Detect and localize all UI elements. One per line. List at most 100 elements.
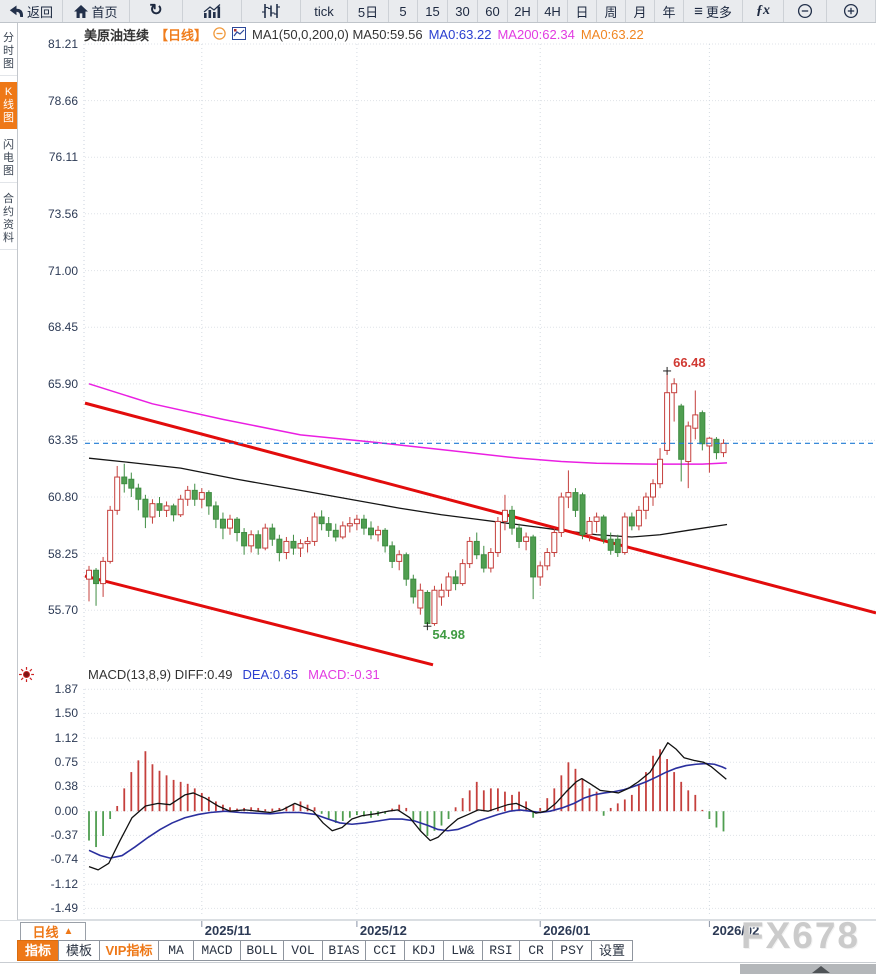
scrollbar-thumb[interactable] (740, 964, 876, 974)
candle-body (205, 492, 212, 507)
interval-month-button-label: 月 (633, 4, 647, 20)
macd-axis-label: 1.50 (54, 706, 78, 721)
candle-body (586, 520, 593, 536)
home-button[interactable]: 首页 (63, 0, 130, 22)
candle-body (346, 523, 353, 527)
interval-tick-button-label: tick (314, 3, 334, 19)
interval-5-button-label: 5 (399, 3, 407, 19)
interval-year-button[interactable]: 年 (655, 0, 684, 22)
tab-cci[interactable]: CCI (365, 940, 405, 961)
tab-macd[interactable]: MACD (193, 940, 241, 961)
tab-boll[interactable]: BOLL (240, 940, 284, 961)
interval-day-button-label: 日 (575, 4, 589, 20)
candle-body (248, 534, 255, 547)
sidebar-tab-kline-chart[interactable]: K线图 (0, 82, 17, 129)
candle-body (614, 538, 621, 554)
tab-bias[interactable]: BIAS (322, 940, 366, 961)
candle-body (304, 540, 311, 545)
tab-settings[interactable]: 设置 (591, 940, 633, 961)
sidebar-tab-lightning-chart[interactable]: 闪电图 (0, 135, 17, 183)
macd-dea-value: DEA:0.65 (242, 667, 299, 682)
ma-settings-icon[interactable] (232, 26, 247, 43)
interval-5d-button[interactable]: 5日 (348, 0, 389, 22)
interval-15-button[interactable]: 15 (418, 0, 448, 22)
price-axis-label: 60.80 (47, 490, 78, 505)
bar-chart-button[interactable] (183, 0, 242, 22)
scroll-arrow-icon[interactable] (812, 966, 830, 973)
x-axis-date-label: 2026/02 (712, 923, 760, 938)
zoom-out-button[interactable] (784, 0, 827, 22)
ma200-line (88, 383, 728, 465)
candle-body (93, 569, 100, 585)
interval-2h-button[interactable]: 2H (508, 0, 538, 22)
candle-body (424, 591, 431, 625)
tab-ma[interactable]: MA (158, 940, 194, 961)
interval-30-button[interactable]: 30 (448, 0, 478, 22)
x-axis-date-label: 2026/01 (543, 923, 591, 938)
fx-button[interactable]: ƒx (743, 0, 784, 22)
high-annotation: 66.48 (673, 355, 706, 370)
tab-rsi[interactable]: RSI (482, 940, 520, 961)
tab-template[interactable]: 模板 (58, 940, 100, 961)
sidebar-tab-contract-info[interactable]: 合约资料 (0, 189, 17, 250)
tab-kdj[interactable]: KDJ (404, 940, 444, 961)
tab-psy[interactable]: PSY (552, 940, 592, 961)
macd-diff-value: MACD(13,8,9) DIFF:0.49 (88, 667, 233, 682)
ma200-value: MA200:62.34 (497, 27, 575, 42)
sidebar-tab-time-chart[interactable]: 分时图 (0, 28, 17, 76)
refresh-button[interactable]: ↻ (130, 0, 183, 22)
back-button[interactable]: 返回 (0, 0, 63, 22)
price-axis-label: 73.56 (47, 206, 78, 221)
candle-body (403, 554, 410, 580)
price-axis-label: 58.25 (47, 546, 78, 561)
period-selector[interactable]: 日线 ▲ (20, 922, 86, 941)
tab-vol[interactable]: VOL (283, 940, 323, 961)
tab-cr[interactable]: CR (519, 940, 553, 961)
candle-body (389, 545, 396, 562)
candle-body (537, 565, 544, 578)
price-axis-label: 55.70 (47, 603, 78, 618)
candle-body (156, 503, 163, 511)
macd-axis-label: 0.38 (54, 779, 78, 794)
more-button[interactable]: ≡ 更多 (684, 0, 743, 22)
candle-body (431, 589, 438, 625)
interval-4h-button[interactable]: 4H (538, 0, 568, 22)
interval-tick-button[interactable]: tick (301, 0, 348, 22)
chart-header: 美原油连续 【日线】 MA1(50,0,200,0) MA50:59.56 MA0… (84, 25, 644, 44)
tab-vip-indicator[interactable]: VIP指标 (99, 940, 159, 961)
interval-day-button[interactable]: 日 (568, 0, 597, 22)
tab-lw[interactable]: LW& (443, 940, 483, 961)
candle-body (635, 509, 642, 527)
interval-60-button[interactable]: 60 (478, 0, 508, 22)
back-button-label: 返回 (26, 4, 53, 20)
volume-chart-button[interactable] (242, 0, 301, 22)
interval-5d-button-label: 5日 (357, 4, 379, 20)
candle-body (516, 527, 523, 542)
horizontal-scrollbar[interactable] (0, 962, 876, 975)
ma50-line (88, 457, 728, 538)
candle-body (107, 509, 114, 562)
x-axis-date-label: 2025/12 (359, 923, 407, 938)
interval-month-button[interactable]: 月 (626, 0, 655, 22)
candle-body (311, 516, 318, 542)
indicator-settings-sun-icon[interactable] (18, 666, 35, 688)
interval-4h-button-label: 4H (544, 3, 561, 19)
candle-body (128, 478, 135, 489)
price-axis-label: 63.35 (47, 433, 78, 448)
zoom-in-button[interactable] (827, 0, 876, 22)
candle-body (290, 540, 297, 549)
ma0-blue-value: MA0:63.22 (428, 27, 492, 42)
dea-line (88, 762, 727, 859)
candle-body (142, 498, 149, 518)
interval-week-button[interactable]: 周 (597, 0, 626, 22)
tab-indicator[interactable]: 指标 (17, 940, 59, 961)
more-button-label: 更多 (705, 4, 732, 20)
interval-5-button[interactable]: 5 (389, 0, 418, 22)
candle-body (283, 540, 290, 554)
candles-icon (262, 4, 280, 18)
candle-body (565, 492, 572, 498)
interval-60-button-label: 60 (485, 3, 500, 19)
candle-body (163, 505, 170, 511)
collapse-circle-icon[interactable] (213, 26, 226, 43)
